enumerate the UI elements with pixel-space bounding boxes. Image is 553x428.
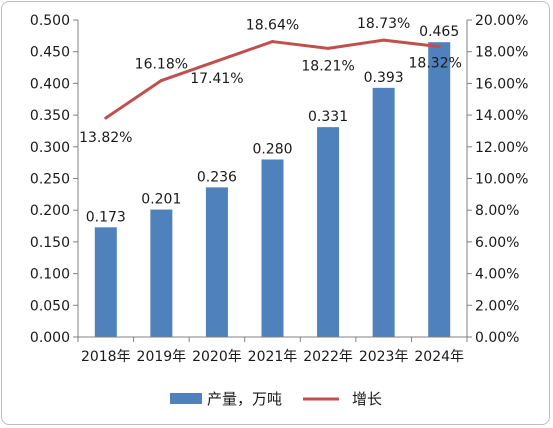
left-tick-label: 0.200: [30, 203, 70, 219]
right-tick-label: 10.00%: [475, 172, 528, 188]
growth-value-label: 18.32%: [409, 56, 462, 72]
right-tick-label: 16.00%: [475, 76, 528, 92]
legend-line-label: 增长: [352, 390, 382, 408]
left-y-axis: 0.000 0.050 0.100 0.150 0.200 0.250 0.300 0.350…: [30, 13, 79, 346]
growth-value-label: 18.21%: [301, 58, 354, 74]
bar: [94, 227, 117, 337]
x-tick-label: 2022年: [303, 349, 353, 365]
x-axis: 2018年 2019年 2020年 2021年 2022年 2023年 2024年: [77, 336, 468, 365]
line-series: 13.82% 16.18%17.41% 18.64% 18.21% 18.73% 18.3…: [79, 16, 462, 146]
bar-value-label: 0.465: [419, 24, 459, 40]
growth-value-label: 18.64%: [246, 18, 299, 34]
left-tick-label: 0.000: [30, 330, 70, 346]
growth-point: [271, 40, 274, 44]
right-tick-label: 14.00%: [475, 108, 528, 124]
x-tick-label: 2018年: [81, 349, 131, 365]
right-tick-label: 8.00%: [475, 203, 519, 219]
growth-value-label: 13.82%: [79, 130, 132, 146]
left-tick-label: 0.150: [30, 235, 70, 251]
right-tick-label: 0.00%: [475, 330, 519, 346]
bar-value-label: 0.173: [86, 209, 126, 225]
growth-point: [382, 38, 386, 42]
left-tick-label: 0.300: [30, 140, 70, 156]
x-tick-label: 2021年: [248, 349, 298, 365]
bar-value-label: 0.393: [364, 70, 404, 86]
growth-point: [159, 79, 163, 83]
bar: [372, 87, 395, 337]
x-tick-label: 2023年: [359, 349, 409, 365]
bar: [150, 209, 173, 337]
left-tick-label: 0.250: [30, 172, 70, 188]
growth-value-label: 18.73%: [357, 16, 410, 32]
bar-value-label: 0.201: [141, 192, 181, 208]
legend-bar-swatch: [170, 393, 202, 404]
bar-value-label: 0.331: [308, 109, 348, 125]
growth-value-label: 16.18%: [135, 57, 188, 73]
left-tick-label: 0.050: [30, 298, 70, 314]
bar-value-label: 0.280: [252, 141, 292, 157]
growth-point: [104, 116, 108, 120]
right-y-axis: 0.00% 2.00% 4.00% 6.00% 8.00% 10.00% 12.00% 14.…: [466, 13, 528, 346]
bar: [317, 127, 340, 337]
growth-point: [326, 46, 330, 50]
x-tick-label: 2024年: [414, 349, 464, 365]
left-tick-label: 0.350: [30, 108, 70, 124]
left-tick-label: 0.400: [30, 76, 70, 92]
x-tick-label: 2019年: [137, 349, 187, 365]
left-tick-label: 0.100: [30, 267, 70, 283]
right-tick-label: 20.00%: [475, 13, 528, 29]
bar-series: 0.173 0.201 0.236 0.280 0.331 0.393 0.465: [86, 24, 459, 337]
x-tick-label: 2020年: [192, 349, 242, 365]
right-tick-label: 6.00%: [475, 235, 519, 251]
right-tick-label: 4.00%: [475, 267, 519, 283]
legend: 产量，万吨 增长: [170, 390, 382, 408]
right-tick-label: 12.00%: [475, 140, 528, 156]
bar: [261, 159, 284, 337]
bar: [428, 42, 451, 337]
bar-value-label: 0.236: [197, 169, 237, 185]
growth-point: [437, 45, 441, 49]
right-tick-label: 2.00%: [475, 298, 519, 314]
growth-value-label: 17.41%: [190, 71, 243, 87]
legend-bar-label: 产量，万吨: [207, 390, 282, 408]
left-tick-label: 0.450: [30, 45, 70, 61]
left-tick-label: 0.500: [30, 13, 70, 29]
bar: [205, 187, 228, 337]
growth-point: [215, 59, 219, 63]
right-tick-label: 18.00%: [475, 45, 528, 61]
